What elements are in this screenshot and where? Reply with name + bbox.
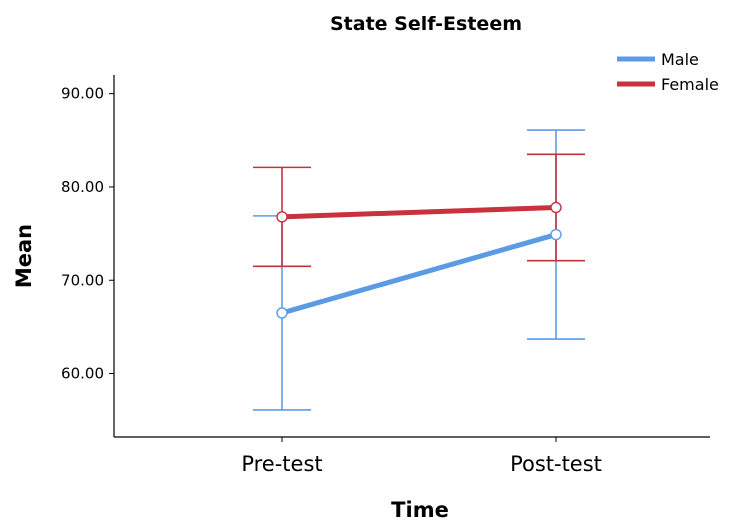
series-markers <box>276 201 562 319</box>
x-tick-label: Pre-test <box>241 452 322 476</box>
series-line-male <box>279 232 559 316</box>
y-tick-label: 90.00 <box>61 85 104 103</box>
y-tick-label: 70.00 <box>61 271 104 289</box>
chart-title: State Self-Esteem <box>330 13 522 35</box>
legend: Male Female <box>617 50 719 94</box>
data-point-female <box>550 201 562 214</box>
error-bars <box>253 129 585 411</box>
y-axis-ticks: 60.00 70.00 80.00 90.00 <box>61 85 114 383</box>
series-line-female <box>279 204 559 220</box>
legend-label-male: Male <box>661 50 699 69</box>
x-tick-label: Post-test <box>510 452 602 476</box>
data-point-female <box>276 211 288 223</box>
y-axis-title: Mean <box>12 224 36 288</box>
x-axis-title: Time <box>391 498 449 522</box>
y-tick-label: 80.00 <box>61 178 104 196</box>
data-point-male <box>276 307 288 319</box>
data-point-male <box>550 228 562 241</box>
x-axis-ticks: Pre-test Post-test <box>241 437 602 476</box>
y-tick-label: 60.00 <box>61 365 104 383</box>
legend-label-female: Female <box>661 75 719 94</box>
series-lines <box>279 204 559 316</box>
